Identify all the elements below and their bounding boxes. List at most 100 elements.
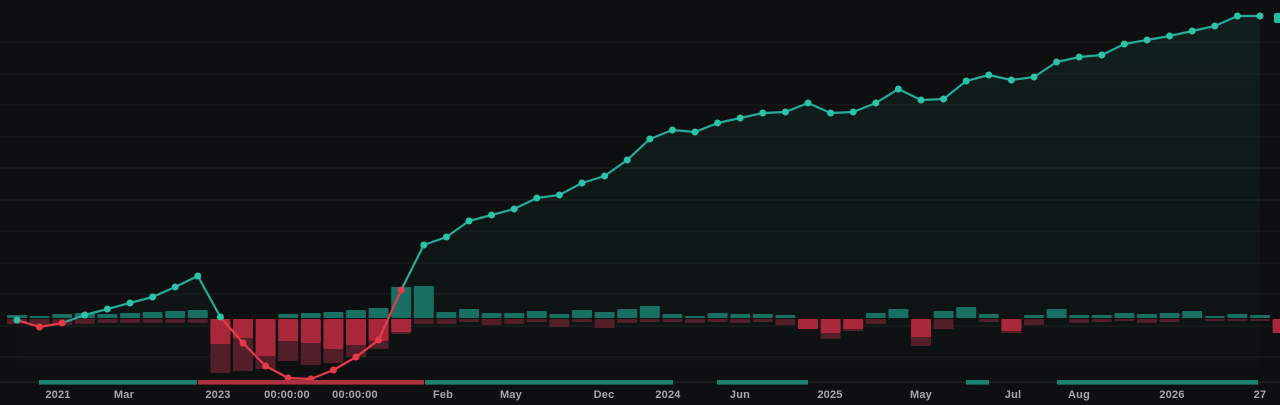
equity-point — [13, 316, 21, 324]
profit-column — [120, 313, 140, 318]
equity-area-fill — [17, 16, 1260, 379]
loss-column-deep — [639, 319, 660, 322]
equity-point — [1075, 53, 1083, 61]
equity-point — [668, 126, 676, 134]
profit-column — [436, 312, 457, 318]
x-axis[interactable]: 2021 Mar 2023 00:00:00 00:00:00 Feb May Dec 2024… — [0, 388, 1280, 405]
profit-column — [662, 314, 683, 318]
loss-column-deep — [549, 319, 570, 327]
equity-point — [601, 172, 609, 180]
profit-column — [1250, 315, 1270, 318]
profit-column — [572, 310, 592, 318]
loss-column — [820, 319, 841, 333]
equity-point — [329, 366, 337, 374]
profit-column — [865, 313, 886, 318]
equity-point — [578, 179, 586, 187]
last-value-tag — [1274, 13, 1280, 23]
profit-column — [391, 287, 412, 318]
profit-column — [346, 310, 366, 318]
loss-column — [391, 319, 412, 332]
equity-point — [962, 77, 970, 85]
timeline-strip-loss — [198, 380, 424, 385]
profit-column — [639, 306, 660, 318]
loss-column-deep — [526, 319, 547, 322]
timeline-strip-win — [1057, 380, 1258, 385]
x-axis-label: May — [500, 389, 522, 401]
loss-column — [300, 319, 321, 343]
profit-column — [933, 311, 954, 318]
loss-column — [233, 319, 253, 338]
loss-column-deep — [1227, 319, 1248, 321]
equity-point — [1053, 58, 1061, 66]
equity-point — [284, 374, 292, 382]
equity-point — [759, 109, 767, 117]
profit-column — [752, 314, 773, 318]
equity-line — [61, 14, 1262, 325]
equity-point — [1166, 32, 1174, 40]
equity-line-drawdown — [15, 288, 403, 381]
loss-column-deep — [97, 319, 118, 323]
equity-point — [827, 109, 835, 117]
equity-point — [375, 336, 383, 344]
equity-point — [239, 339, 247, 347]
equity-point — [488, 211, 496, 219]
loss-column-deep — [1024, 319, 1044, 325]
equity-point — [736, 114, 744, 122]
profit-column — [187, 310, 208, 318]
loss-column-deep — [933, 319, 954, 329]
loss-column-deep — [165, 319, 186, 323]
equity-point — [126, 299, 134, 307]
equity-point — [849, 108, 857, 116]
equity-point — [646, 135, 654, 143]
timeline-strip-win — [966, 380, 989, 385]
equity-point — [533, 194, 541, 202]
loss-column — [368, 319, 389, 341]
x-axis-label: Jul — [1004, 389, 1022, 401]
profit-column — [459, 309, 479, 318]
profit-column — [978, 314, 999, 318]
loss-column-deep — [29, 319, 50, 326]
loss-column-deep — [752, 319, 773, 322]
loss-column — [210, 319, 231, 344]
loss-column-deep — [662, 319, 683, 322]
profit-column — [368, 308, 389, 318]
profit-column — [1204, 316, 1225, 318]
loss-column-deep — [436, 319, 457, 324]
loss-column-deep — [1204, 319, 1225, 321]
loss-column-deep — [1069, 319, 1090, 323]
equity-point — [714, 119, 722, 127]
profit-column — [52, 314, 73, 318]
profit-column — [278, 314, 299, 318]
profit-column — [1091, 315, 1112, 318]
equity-point — [1233, 12, 1241, 20]
loss-column-deep — [74, 319, 95, 324]
equity-point — [555, 191, 563, 199]
loss-column-deep — [142, 319, 163, 323]
x-axis-label: 00:00:00 — [332, 389, 378, 401]
equity-point — [171, 283, 179, 291]
equity-point — [781, 108, 789, 116]
equity-point — [623, 156, 631, 164]
equity-point — [1007, 76, 1015, 84]
equity-point — [985, 71, 993, 79]
equity-point — [442, 233, 450, 241]
loss-column-deep — [1114, 319, 1135, 321]
loss-column — [843, 319, 864, 329]
timeline-strip-win — [39, 380, 197, 385]
equity-point — [917, 96, 925, 104]
loss-column — [323, 319, 344, 349]
equity-point — [1256, 12, 1264, 20]
timeline-strip-win — [425, 380, 673, 385]
profit-column — [504, 313, 525, 318]
profit-column — [1182, 311, 1203, 318]
equity-point — [691, 128, 699, 136]
equity-point — [1030, 73, 1038, 81]
x-axis-label: 27 — [1253, 389, 1267, 401]
loss-column — [1272, 319, 1280, 333]
profit-column — [481, 313, 502, 318]
loss-column — [346, 319, 366, 345]
loss-column-deep — [594, 319, 615, 328]
x-axis-label: 2023 — [205, 389, 231, 401]
equity-point — [81, 311, 89, 319]
